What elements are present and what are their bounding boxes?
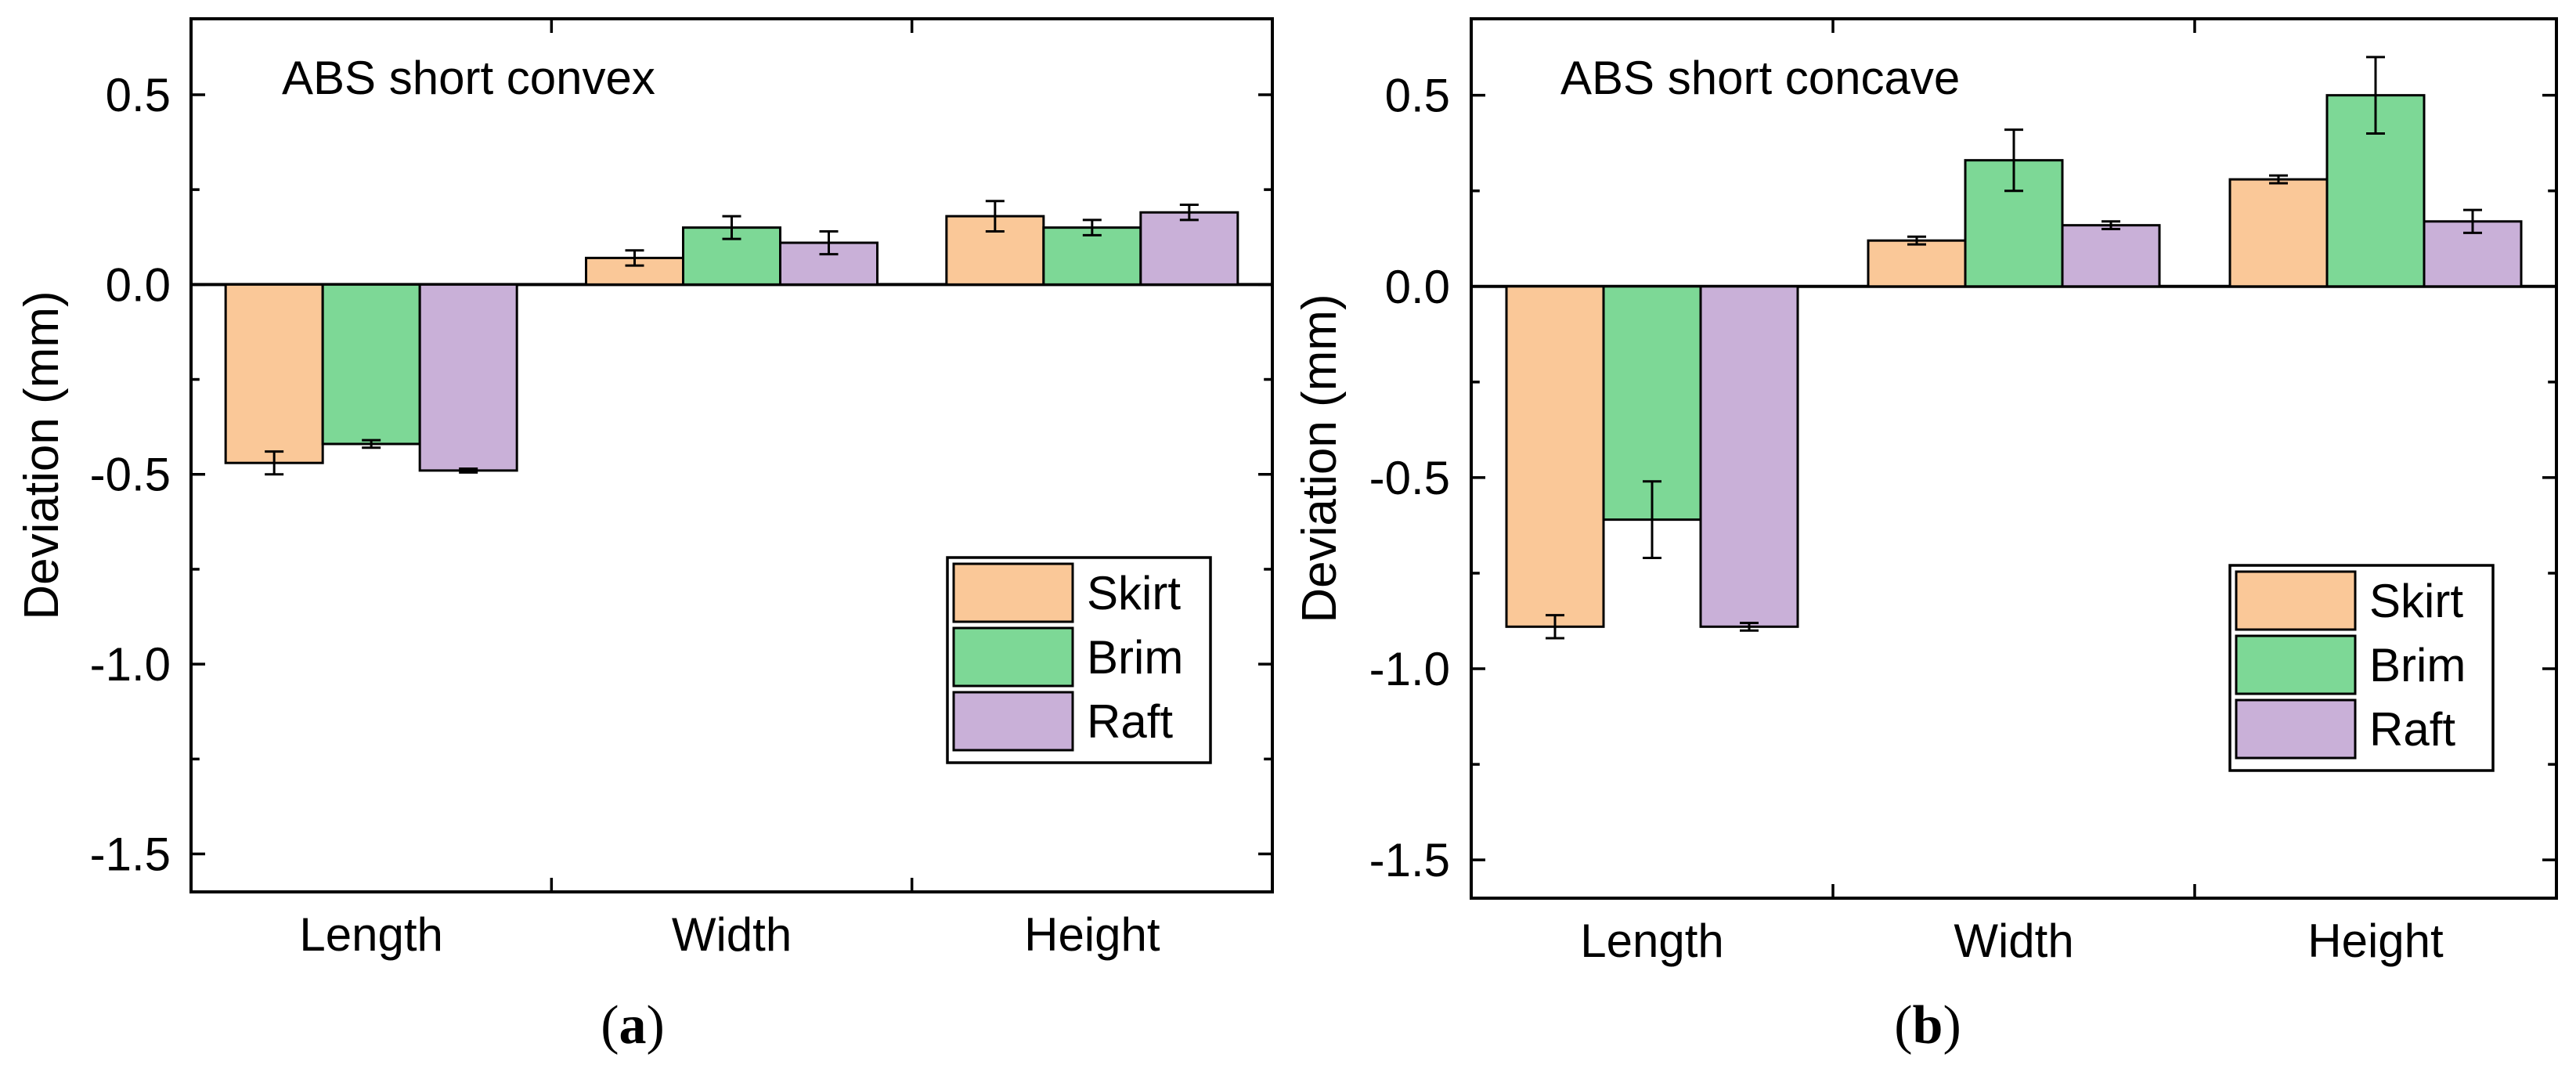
legend-label-brim: Brim — [2369, 639, 2466, 691]
legend-label-raft: Raft — [2369, 703, 2455, 756]
y-tick-label: 0.0 — [106, 258, 171, 311]
y-tick-label: -1.0 — [1369, 643, 1450, 695]
y-axis-title: Deviation (mm) — [15, 291, 69, 619]
bar-skirt-height — [2228, 178, 2329, 288]
y-tick-label: 0.0 — [1385, 261, 1450, 313]
bar-raft-height — [1139, 211, 1239, 286]
bar-brim-width — [682, 226, 781, 286]
y-axis-title: Deviation (mm) — [1293, 294, 1347, 623]
y-tick-label: -1.5 — [90, 828, 171, 881]
bar-skirt-length — [224, 283, 324, 464]
legend-swatch-skirt — [952, 562, 1074, 623]
bar-raft-length — [418, 283, 518, 472]
x-tick-label-width: Width — [1954, 915, 2073, 967]
bar-skirt-length — [1505, 285, 1605, 628]
legend-swatch-brim — [2235, 634, 2357, 695]
bar-raft-length — [1699, 285, 1799, 628]
plot-title: ABS short convex — [282, 52, 655, 104]
plot-title: ABS short concave — [1560, 52, 1960, 104]
legend-swatch-brim — [952, 626, 1074, 688]
y-tick-label: 0.5 — [1385, 70, 1450, 122]
bar-brim-length — [321, 283, 421, 446]
bar-skirt-width — [1867, 239, 1967, 288]
chart-panel-a: -1.5 -1.0 -0.5 0.0 0.5 Length Width Height ABS s… — [15, 17, 1274, 961]
panel-label-0: (a) — [601, 995, 665, 1056]
legend-label-skirt: Skirt — [2369, 575, 2463, 627]
legend-swatch-raft — [952, 691, 1074, 752]
legend-label-brim: Brim — [1087, 631, 1183, 684]
legend: Skirt Brim Raft — [2228, 564, 2495, 772]
y-tick-label: -0.5 — [90, 449, 171, 501]
x-tick-label-height: Height — [1024, 908, 1160, 961]
y-tick-label: -1.0 — [90, 638, 171, 691]
legend: Skirt Brim Raft — [946, 556, 1212, 764]
chart-panel-b: -1.5 -1.0 -0.5 0.0 0.5 Length Width Height ABS s… — [1293, 17, 2558, 967]
x-tick-label-length: Length — [299, 908, 443, 961]
panel-label-1: (b) — [1894, 995, 1961, 1056]
plot-frame — [189, 17, 1274, 893]
x-tick-label-width: Width — [672, 908, 792, 961]
legend-swatch-raft — [2235, 698, 2357, 760]
y-tick-label: -0.5 — [1369, 452, 1450, 504]
plot-frame — [1470, 17, 2558, 900]
bar-raft-width — [2061, 224, 2161, 288]
y-tick-label: 0.5 — [106, 69, 171, 121]
legend-label-skirt: Skirt — [1087, 567, 1181, 619]
x-tick-label-length: Length — [1580, 915, 1724, 967]
legend-swatch-skirt — [2235, 570, 2357, 631]
legend-label-raft: Raft — [1087, 695, 1173, 748]
x-tick-label-height: Height — [2307, 915, 2444, 967]
y-tick-label: -1.5 — [1369, 834, 1450, 886]
